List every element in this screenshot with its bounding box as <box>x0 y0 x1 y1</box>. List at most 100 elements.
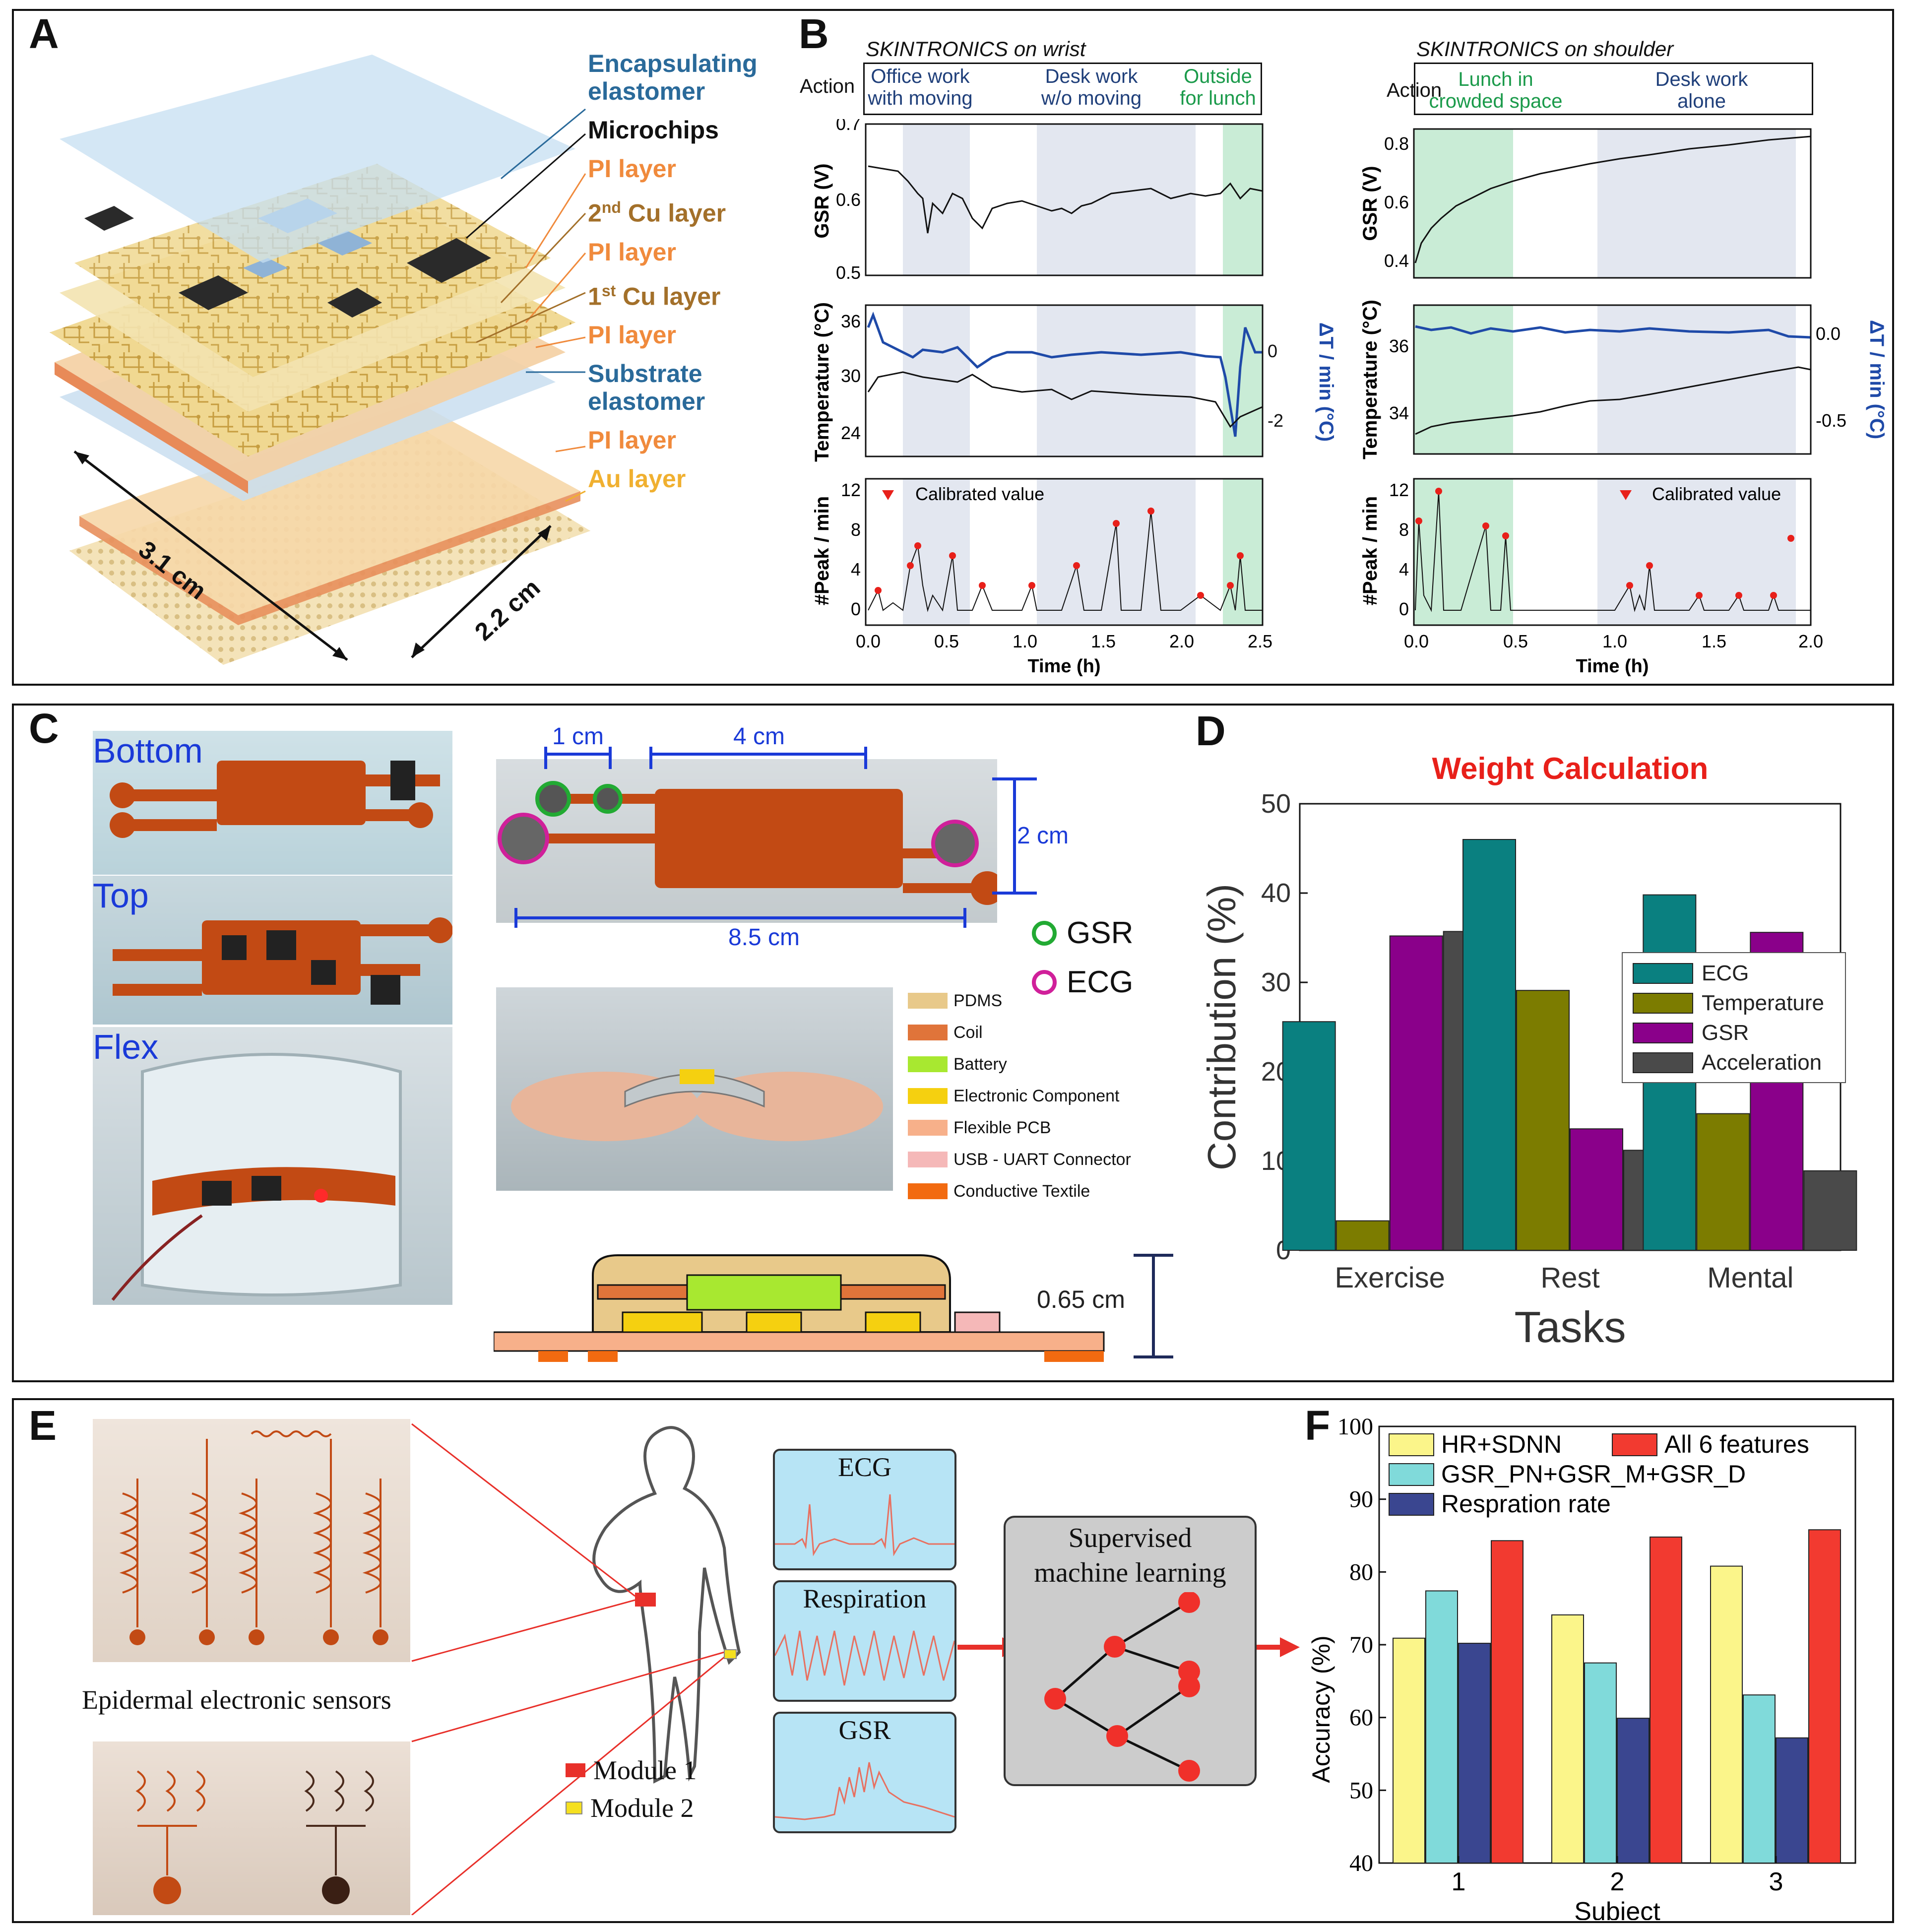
wrist-peak-ylabel: #Peak / min <box>811 496 833 605</box>
panel-d-label: D <box>1196 708 1226 754</box>
chart-d-ytick-label: 50 <box>1261 789 1291 819</box>
chart-f-ytick-label: 60 <box>1349 1705 1373 1731</box>
shoulder-peak-markers <box>1415 488 1794 599</box>
chart-d-category-label: Mental <box>1707 1262 1793 1294</box>
dim-1cm: 1 cm <box>552 724 604 750</box>
body-outline <box>592 1426 741 1784</box>
wrist-peak-tick-1: 8 <box>851 519 861 540</box>
chart-d-legend-label: Temperature <box>1702 991 1824 1015</box>
module-2-marker <box>724 1649 737 1659</box>
chart-f-category-label: 3 <box>1769 1868 1783 1896</box>
gsr-ring-icon <box>1032 920 1057 946</box>
chart-f-ytick-label: 100 <box>1337 1414 1373 1440</box>
chart-f-ytick-label: 50 <box>1349 1777 1373 1803</box>
chart-f-ylabel: Accuracy (%) <box>1310 1635 1335 1783</box>
wrist-action-office: Office work with moving <box>868 65 973 109</box>
chart-d-ylabel: Contribution (%) <box>1201 884 1244 1170</box>
chart-f-legend-label: HR+SDNN <box>1441 1430 1562 1458</box>
chart-f-ytick-label: 90 <box>1349 1486 1373 1513</box>
chart-d-category-label: Rest <box>1540 1262 1599 1294</box>
ecg-ring-icon <box>1032 969 1057 995</box>
shoulder-legend-marker <box>1620 490 1632 500</box>
wrist-action-desk: Desk work w/o moving <box>1041 65 1142 109</box>
chart-d-bar <box>1570 1128 1623 1251</box>
photo-flex: Flex <box>93 1027 452 1305</box>
wrist-dt-tick-1: -2 <box>1268 410 1283 431</box>
gsr-electrode-1 <box>535 781 571 817</box>
shoulder-gsr-ylabel: GSR (V) <box>1359 166 1381 241</box>
signal-box-respiration: Respiration <box>773 1580 956 1702</box>
signal-box-ecg: ECG <box>773 1449 956 1570</box>
shoulder-temp-tick-0: 36 <box>1389 336 1409 356</box>
layer-label-microchips: Microchips <box>588 116 719 144</box>
panel-d-chart: Weight Calculation01020304050Contributio… <box>1201 752 1857 1352</box>
chart-d-bar <box>1389 935 1443 1251</box>
wrist-temp-tick-0: 36 <box>841 311 861 331</box>
dim-arrow-3-1cm <box>73 451 348 661</box>
wrist-title: SKINTRONICS on wrist <box>866 37 1086 61</box>
chart-d-bar <box>1516 990 1570 1251</box>
chart-d-ytick-label: 40 <box>1261 878 1291 908</box>
chart-f-bar <box>1491 1540 1524 1864</box>
wrist-legend-marker <box>882 490 894 500</box>
shoulder-temp-tick-1: 34 <box>1389 403 1409 423</box>
chart-f-bar <box>1458 1643 1491 1864</box>
layer-label-pi-3: PI layer <box>588 321 676 349</box>
shoulder-temp-ylabel: Temperature (°C) <box>1359 300 1381 459</box>
legend-gsr: GSR <box>1032 915 1133 951</box>
material-electronic-component: Electronic Component <box>908 1080 1131 1112</box>
material-battery: Battery <box>908 1048 1131 1080</box>
shoulder-peak-tick-1: 8 <box>1399 519 1409 540</box>
wrist-action-box <box>863 63 1262 115</box>
layer-label-substrate: Substrate elastomer <box>588 360 705 416</box>
chart-f-bar <box>1808 1529 1841 1864</box>
chart-f-legend-swatch <box>1389 1463 1434 1486</box>
chart-d-title: Weight Calculation <box>1432 752 1709 786</box>
wrist-x-tick-1: 0.5 <box>934 631 959 651</box>
panel-b-label: B <box>799 10 829 57</box>
panel-a-label: A <box>29 10 59 57</box>
legend-ecg: ECG <box>1032 965 1133 1000</box>
wrist-peak-markers <box>875 508 1244 599</box>
wrist-temp-trace <box>867 371 1263 428</box>
chart-d-bar <box>1696 1113 1750 1251</box>
ml-label: Supervised machine learning <box>1034 1523 1226 1588</box>
chart-f-legend-swatch <box>1389 1493 1434 1516</box>
module-1-marker <box>635 1593 656 1607</box>
layer-label-cu1: 1st Cu layer <box>588 281 721 311</box>
encapsulating-elastomer-shape <box>60 55 575 263</box>
layer-label-cu2: 2nd Cu layer <box>588 198 726 227</box>
ml-box: Supervised machine learning <box>1004 1516 1257 1786</box>
wrist-x-tick-0: 0.0 <box>856 631 881 651</box>
shoulder-x-tick-2: 1.0 <box>1602 631 1627 651</box>
chart-d-bar <box>1462 839 1516 1251</box>
shoulder-gsr-tick-2: 0.4 <box>1384 251 1409 271</box>
shoulder-xlabel: Time (h) <box>1576 656 1649 677</box>
sensors-caption: Epidermal electronic sensors <box>82 1685 391 1715</box>
layer-label-pi-4: PI layer <box>588 426 676 454</box>
shoulder-x-tick-3: 1.5 <box>1702 631 1726 651</box>
gsr-electrode-2 <box>593 784 623 814</box>
wrist-x-tick-5: 2.5 <box>1248 631 1272 651</box>
chart-d-legend-label: Acceleration <box>1702 1050 1822 1075</box>
chart-f-ytick-label: 40 <box>1349 1850 1373 1876</box>
photo-top-label: Top <box>93 876 149 915</box>
cu2-layer-shape <box>74 164 551 377</box>
shoulder-peak-ylabel: #Peak / min <box>1359 496 1381 605</box>
chart-d-legend-swatch <box>1633 963 1693 984</box>
shoulder-peak-tick-3: 0 <box>1399 599 1409 619</box>
shoulder-action-lunch: Lunch in crowded space <box>1429 68 1563 112</box>
wrist-dt-tick-0: 0 <box>1268 341 1277 361</box>
module-2-swatch <box>566 1802 582 1814</box>
chart-f-bar <box>1584 1662 1617 1864</box>
shoulder-title: SKINTRONICS on shoulder <box>1416 37 1674 61</box>
wrist-x-tick-4: 2.0 <box>1169 631 1194 651</box>
microchip-2 <box>179 275 248 310</box>
chart-f-legend-label: GSR_PN+GSR_M+GSR_D <box>1441 1460 1746 1488</box>
dim-8-5cm: 8.5 cm <box>728 924 800 951</box>
shoulder-temp-trace <box>1415 366 1811 435</box>
wrist-peak-tick-3: 0 <box>851 599 861 619</box>
wrist-dt-trace <box>867 311 1263 437</box>
wrist-xlabel: Time (h) <box>1027 656 1100 677</box>
shoulder-legend-text: Calibrated value <box>1652 484 1781 504</box>
